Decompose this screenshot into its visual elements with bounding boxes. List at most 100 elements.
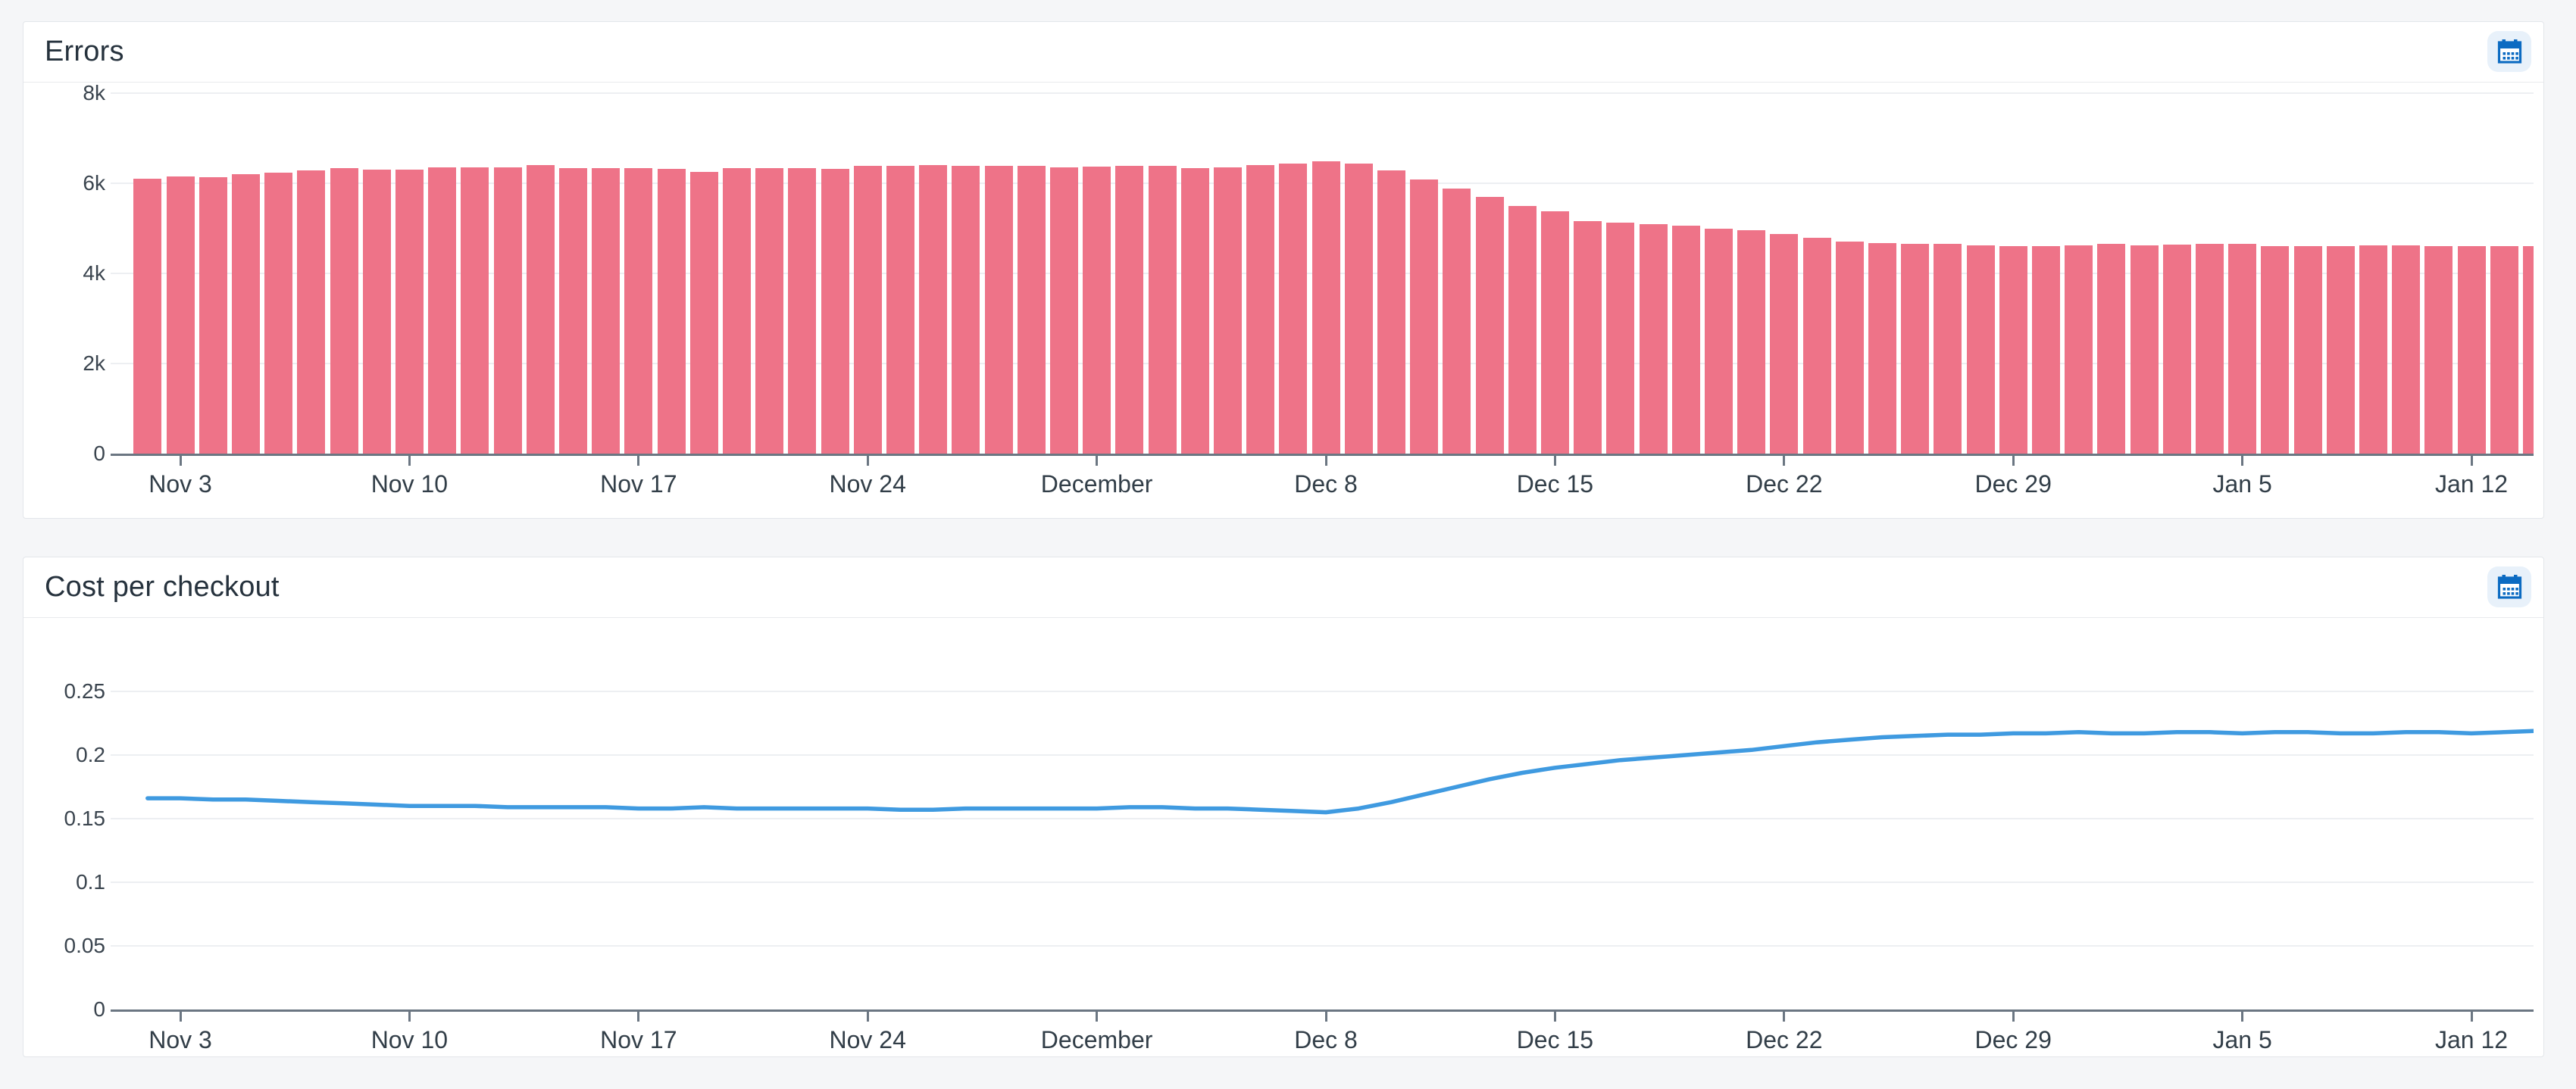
x-axis-tick-label: Nov 17 xyxy=(600,470,677,498)
x-axis-tick xyxy=(2012,456,2015,466)
x-axis-tick xyxy=(179,456,182,466)
bar-nov-2 xyxy=(133,179,162,454)
bar-dec-30 xyxy=(2031,246,2060,454)
x-axis-tick-label: December xyxy=(1040,470,1153,498)
y-axis-tick-label: 0.25 xyxy=(64,679,106,703)
y-axis-tick-label: 0.2 xyxy=(76,743,105,766)
bar-dec-23 xyxy=(1802,237,1831,454)
bar-jan-12 xyxy=(2457,245,2486,454)
x-axis-line xyxy=(111,454,2534,456)
x-axis-tick-label: Nov 17 xyxy=(600,1026,677,1053)
bar-nov-18 xyxy=(657,168,686,454)
x-axis-tick-label: Nov 3 xyxy=(148,1026,212,1053)
bar-nov-12 xyxy=(461,167,489,454)
y-axis-tick-label: 6k xyxy=(83,171,105,195)
x-axis-tick xyxy=(2241,1012,2244,1022)
gridline xyxy=(111,92,2534,94)
x-axis-tick xyxy=(637,1012,640,1022)
x-axis-tick xyxy=(1096,1012,1099,1022)
cost-date-range-button[interactable] xyxy=(2487,566,2531,607)
x-axis-line xyxy=(111,1009,2534,1012)
gridline xyxy=(111,945,2534,947)
bar-dec-19 xyxy=(1671,225,1700,454)
x-axis-tick-label: Nov 24 xyxy=(829,1026,906,1053)
bar-dec-5 xyxy=(1213,167,1242,454)
bar-dec-17 xyxy=(1606,223,1635,454)
bar-dec-15 xyxy=(1540,211,1569,454)
x-axis-tick-label: Nov 10 xyxy=(370,470,449,498)
bar-nov-5 xyxy=(231,174,260,454)
errors-bar-chart: 0 2k 4k 6k 8k Nov 3 Nov 10 Nov 17 Nov 24 December… xyxy=(23,22,2543,518)
bar-nov-6 xyxy=(264,172,293,454)
x-axis-tick xyxy=(1553,456,1556,466)
x-axis-tick xyxy=(2470,456,2473,466)
bar-nov-24 xyxy=(853,166,882,454)
gridline xyxy=(111,754,2534,756)
bar-dec-12 xyxy=(1443,189,1471,454)
bar-dec-6 xyxy=(1246,165,1275,454)
bar-nov-7 xyxy=(297,170,326,454)
panel-errors-header: Errors xyxy=(23,22,2543,83)
x-axis-tick xyxy=(1783,456,1786,466)
bar-dec-16 xyxy=(1574,220,1602,454)
bar-dec-1 xyxy=(1083,166,1111,454)
bar-dec-11 xyxy=(1410,179,1439,454)
x-axis-tick xyxy=(866,1012,869,1022)
x-axis-tick xyxy=(408,1012,411,1022)
x-axis-tick-label: Dec 22 xyxy=(1746,470,1823,498)
bar-jan-11 xyxy=(2424,246,2453,454)
bar-jan-9 xyxy=(2359,245,2387,454)
bar-nov-26 xyxy=(919,164,948,454)
y-axis-tick-label: 8k xyxy=(83,81,105,105)
bar-nov-20 xyxy=(722,168,751,454)
bar-nov-15 xyxy=(558,168,587,454)
x-axis-tick-label: Dec 29 xyxy=(1974,470,2052,498)
errors-date-range-button[interactable] xyxy=(2487,31,2531,72)
line-series xyxy=(145,729,2534,815)
bar-dec-14 xyxy=(1508,205,1537,454)
gridline xyxy=(111,818,2534,819)
bar-dec-8 xyxy=(1311,161,1340,454)
panel-title-cost-per-checkout: Cost per checkout xyxy=(45,571,280,603)
bar-dec-9 xyxy=(1344,163,1373,454)
bar-dec-18 xyxy=(1639,223,1668,454)
x-axis-tick-label: Dec 15 xyxy=(1516,1026,1594,1053)
bar-nov-8 xyxy=(330,168,358,454)
gridline xyxy=(111,881,2534,883)
bar-dec-22 xyxy=(1770,234,1799,454)
x-axis-tick xyxy=(1553,1012,1556,1022)
x-axis-tick xyxy=(408,456,411,466)
x-axis-tick-label: Dec 29 xyxy=(1974,1026,2052,1053)
bar-nov-14 xyxy=(526,165,555,454)
bar-jan-1 xyxy=(2097,244,2126,454)
x-axis-tick-label: Nov 24 xyxy=(829,470,906,498)
x-axis-tick-label: Jan 5 xyxy=(2212,470,2272,498)
x-axis-tick-label: Nov 10 xyxy=(370,1026,449,1053)
bar-dec-13 xyxy=(1475,196,1504,454)
panel-errors: 0 2k 4k 6k 8k Nov 3 Nov 10 Nov 17 Nov 24 December… xyxy=(23,21,2544,519)
x-axis-tick-label: Jan 12 xyxy=(2434,470,2509,498)
panel-title-errors: Errors xyxy=(45,36,124,67)
bar-dec-27 xyxy=(1934,244,1962,454)
y-axis-tick-label: 0.05 xyxy=(64,934,106,957)
bar-dec-25 xyxy=(1868,242,1896,454)
bar-nov-30 xyxy=(1049,167,1078,454)
bar-jan-4 xyxy=(2195,243,2224,454)
bar-dec-28 xyxy=(1966,245,1995,454)
x-axis-tick xyxy=(2470,1012,2473,1022)
bar-dec-10 xyxy=(1377,170,1405,454)
x-axis-tick-label: Dec 22 xyxy=(1746,1026,1823,1053)
bar-nov-16 xyxy=(592,168,621,454)
bar-nov-28 xyxy=(984,166,1013,454)
x-axis-tick xyxy=(1324,1012,1327,1022)
calendar-icon xyxy=(2497,39,2521,64)
x-axis-tick-label: Dec 15 xyxy=(1516,470,1594,498)
x-axis-tick-label: December xyxy=(1040,1026,1153,1053)
bar-jan-8 xyxy=(2326,246,2355,454)
bar-jan-6 xyxy=(2261,245,2290,454)
bar-jan-7 xyxy=(2293,246,2322,454)
x-axis-tick-label: Nov 3 xyxy=(148,470,212,498)
bar-nov-9 xyxy=(362,169,391,454)
bar-jan-5 xyxy=(2228,244,2257,454)
bar-nov-25 xyxy=(886,165,914,454)
